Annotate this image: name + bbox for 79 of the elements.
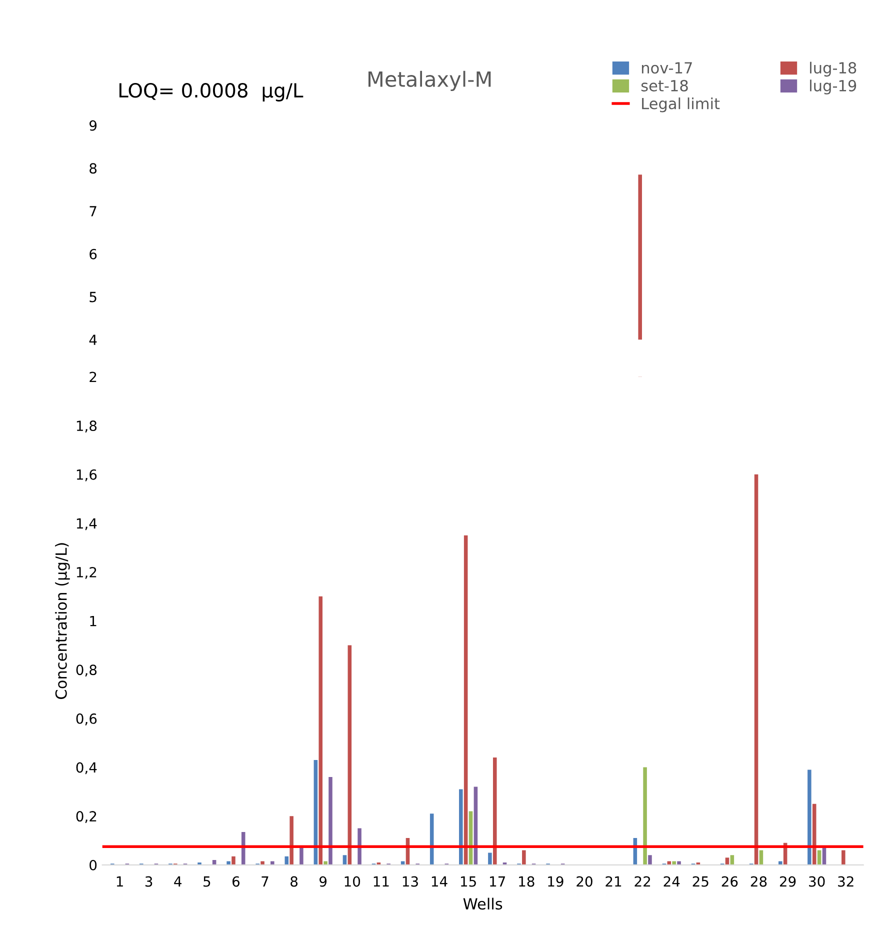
bar [464,535,468,865]
legend-label: lug-18 [810,62,856,77]
y-tick-label: 1,6 [76,469,97,482]
y-tick-label: 7 [90,206,96,216]
chart-title: Metalaxyl-M [368,70,491,92]
bar [730,855,734,865]
y-tick-label: 1,4 [76,518,97,530]
bar [754,474,758,865]
x-tick-label: 17 [490,876,505,887]
bar [342,855,347,865]
bar [318,596,323,865]
x-tick-label: 10 [344,876,360,887]
bar [260,861,264,865]
bar [314,760,318,865]
y-tick-label: 8 [90,163,97,174]
bar [643,767,647,865]
legend-label: set-18 [641,80,688,92]
bar [300,848,304,865]
bar [808,770,812,865]
x-tick-label: 11 [374,876,389,887]
x-tick-label: 7 [262,876,268,887]
y-tick-label: 0,4 [76,762,97,774]
y-tick-label: 9 [90,120,97,131]
bar [677,861,681,865]
x-tick-label: 24 [664,876,680,887]
x-tick-label: 4 [174,876,182,887]
bar [648,855,652,865]
bar [492,758,497,865]
bar [842,850,846,865]
bar [226,861,230,865]
y-tick-label: 1,2 [76,566,96,579]
x-tick-label: 3 [145,876,152,887]
x-tick-label: 15 [460,876,476,887]
bar [778,861,782,865]
x-tick-label: 14 [432,876,448,887]
x-tick-label: 29 [780,876,796,887]
x-tick-label: 28 [750,876,767,887]
legend-label: Legal limit [642,97,720,112]
bar [232,856,236,865]
legend-label: nov-17 [642,62,692,74]
legend-label: lug-19 [810,80,856,94]
bar [459,789,463,865]
bar [284,856,289,865]
bar [348,645,352,865]
y-tick-label: 1,8 [76,420,97,432]
x-tick-label: 19 [548,876,564,887]
y-tick-label: 2 [90,372,96,382]
bar [270,861,274,865]
bar [328,777,332,865]
y-tick-label: 0 [90,860,97,870]
x-tick-label: 21 [606,876,622,887]
x-tick-label: 32 [838,876,854,887]
bar [324,861,328,865]
x-tick-label: 1 [116,876,123,887]
y-tick-label: 0,6 [76,713,97,726]
y-tick-label: 1 [90,616,96,626]
y-axis-title: Concentration (µg/L) [55,543,70,699]
bar [522,850,526,865]
bar [488,852,492,865]
y-tick-label: 6 [90,248,97,260]
text: LOQ= 0.0008 µg/L [119,82,304,102]
x-tick-label: 6 [232,876,240,887]
x-tick-label: 25 [692,876,708,887]
y-tick-label: 0,2 [76,811,96,823]
x-tick-label: 20 [576,876,592,887]
bar [672,861,676,865]
x-tick-label: 26 [722,876,738,887]
x-tick-label: 13 [402,876,418,887]
x-tick-label: 5 [204,876,210,887]
x-tick-label: 8 [290,876,298,887]
x-tick-label: 30 [809,876,825,887]
y-tick-label: 0,8 [76,664,97,677]
x-tick-label: 22 [634,876,650,887]
x-axis-title: Wells [463,898,502,910]
bar [290,816,294,865]
x-tick-label: 18 [519,876,534,887]
y-tick-label: 4 [89,334,97,345]
x-tick-label: 9 [320,876,327,887]
y-tick-label: 5 [90,292,96,302]
